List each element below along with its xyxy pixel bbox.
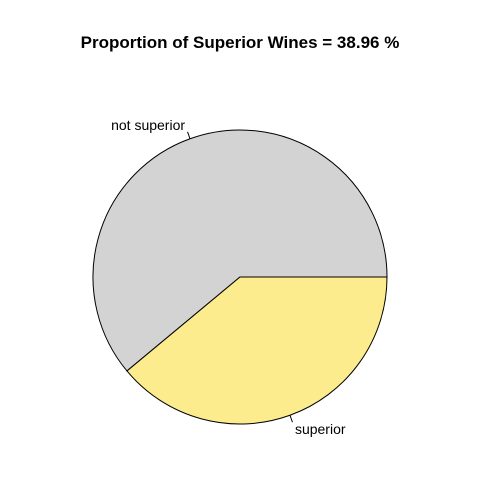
chart-title: Proportion of Superior Wines = 38.96 %: [81, 33, 400, 52]
pie-label-not-superior: not superior: [111, 117, 185, 133]
pie-label-tick-not-superior: [187, 131, 191, 139]
pie-label-tick-superior: [289, 415, 293, 423]
pie-label-superior: superior: [295, 421, 346, 437]
pie-slice-not-superior: [92, 129, 388, 372]
pie-labels: not superior superior: [111, 117, 346, 437]
pie-slices: [92, 129, 388, 425]
